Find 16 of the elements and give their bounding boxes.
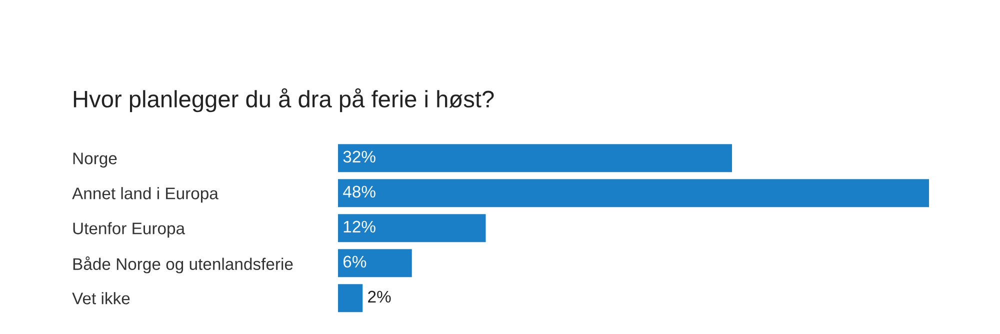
y-tick-label: Utenfor Europa: [73, 222, 186, 238]
y-tick-label: Annet land i Europa: [72, 187, 218, 203]
data-label: 12%: [344, 220, 376, 233]
bar: [338, 179, 929, 208]
y-tick-label: Både Norge og utenlandsferie: [73, 256, 293, 274]
chart-title: Hvor planlegger du å dra på ferie i høst?: [74, 88, 494, 112]
data-label: 48%: [343, 186, 376, 198]
y-tick-label: Vet ikke: [72, 292, 130, 304]
data-label: 2%: [368, 290, 391, 303]
bar: [338, 284, 363, 312]
bar: [338, 144, 732, 172]
data-label: 32%: [343, 150, 376, 163]
data-label: 6%: [343, 256, 366, 268]
bar: [338, 214, 486, 242]
bar: [338, 249, 412, 278]
y-tick-label: Norge: [73, 152, 117, 168]
